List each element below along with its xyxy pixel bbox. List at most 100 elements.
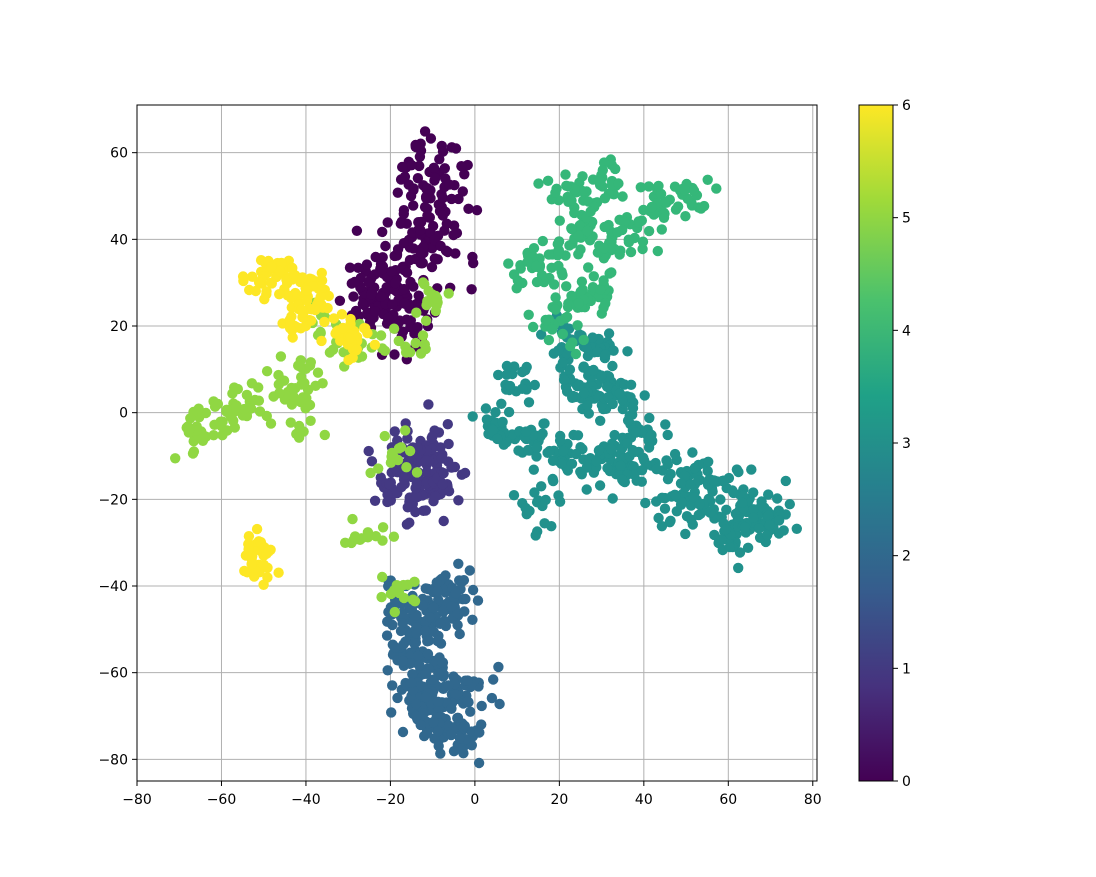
scatter-point [763,489,774,500]
scatter-point [296,304,307,315]
scatter-point [446,462,457,473]
scatter-point [381,630,393,641]
scatter-point [415,247,426,258]
scatter-point [679,185,691,196]
scatter-point [582,400,593,411]
scatter-point [524,505,535,517]
scatter-point [274,289,285,300]
scatter-point [443,288,454,299]
scatter-point [791,523,802,534]
scatter-point [610,163,621,175]
y-axis: −80 −60 −40 −20 0 20 40 60 [98,146,137,768]
scatter-point [694,499,705,510]
scatter-point [523,309,534,320]
scatter-point [393,335,404,347]
scatter-point [540,314,551,326]
scatter-point [411,628,422,639]
scatter-point [417,257,428,269]
x-tick-label: 40 [635,792,653,808]
scatter-point [238,275,249,287]
scatter-point [316,267,327,279]
scatter-point [426,261,438,273]
scatter-point [274,265,286,277]
scatter-point [676,497,687,508]
scatter-point [400,425,411,436]
scatter-point [623,237,635,248]
scatter-point [721,504,732,515]
scatter-point [420,691,432,703]
scatter-point [695,203,707,214]
scatter-point [556,458,567,469]
scatter-point [410,698,422,710]
scatter-point [585,206,596,217]
scatter-point [261,366,273,377]
scatter-point [531,451,542,462]
scatter-point [772,493,783,504]
y-tick-label: 40 [110,232,128,248]
scatter-point [437,192,449,204]
scatter-point [617,474,628,485]
scatter-point [614,388,625,399]
scatter-point [404,254,416,266]
scatter-point [414,660,425,671]
scatter-point [450,143,462,154]
scatter-point [476,719,487,730]
scatter-point [527,321,539,333]
scatter-point [459,606,470,617]
scatter-point [567,390,579,402]
scatter-point [523,444,534,456]
scatter-point [583,262,594,273]
scatter-point [528,464,539,475]
scatter-point [407,669,418,680]
scatter-point [480,403,492,414]
scatter-point [627,402,639,414]
scatter-point [412,173,424,184]
scatter-point [563,298,574,309]
scatter-point [550,292,561,303]
scatter-point [687,519,698,530]
scatter-point [382,217,393,228]
scatter-point [379,430,390,442]
scatter-point [619,216,630,228]
scatter-point [344,333,356,344]
scatter-point [643,181,654,192]
scatter-point [613,178,624,189]
scatter-point [638,452,649,463]
scatter-point [349,276,360,288]
scatter-point [411,478,422,489]
scatter-point [249,394,261,406]
scatter-point [406,677,417,688]
scatter-point [193,403,204,414]
scatter-point [557,357,569,368]
scatter-point [628,461,639,472]
scatter-point [363,277,374,288]
scatter-point [420,668,432,679]
scatter-point [462,675,473,686]
scatter-point [441,218,452,229]
scatter-point [382,312,394,324]
scatter-point [614,249,625,260]
scatter-point [605,444,617,455]
scatter-point [370,251,381,263]
scatter-point [578,387,590,399]
scatter-point [670,490,681,501]
scatter-point [536,481,547,492]
scatter-point [336,309,348,320]
scatter-point [607,493,618,504]
scatter-point [402,502,413,513]
scatter-point [287,390,299,402]
scatter-point [629,469,640,480]
colorbar-ticks: 0 1 2 3 4 5 6 [893,98,911,790]
scatter-point [558,374,570,385]
scatter-point [454,732,466,744]
scatter-point [600,298,611,309]
scatter-point [436,453,448,464]
scatter-point [727,485,738,496]
scatter-point [401,519,413,530]
scatter-point [265,418,277,429]
scatter-point [628,447,639,458]
scatter-point [503,406,515,418]
scatter-point [635,182,646,193]
scatter-point [315,291,326,303]
scatter-point [554,435,566,446]
